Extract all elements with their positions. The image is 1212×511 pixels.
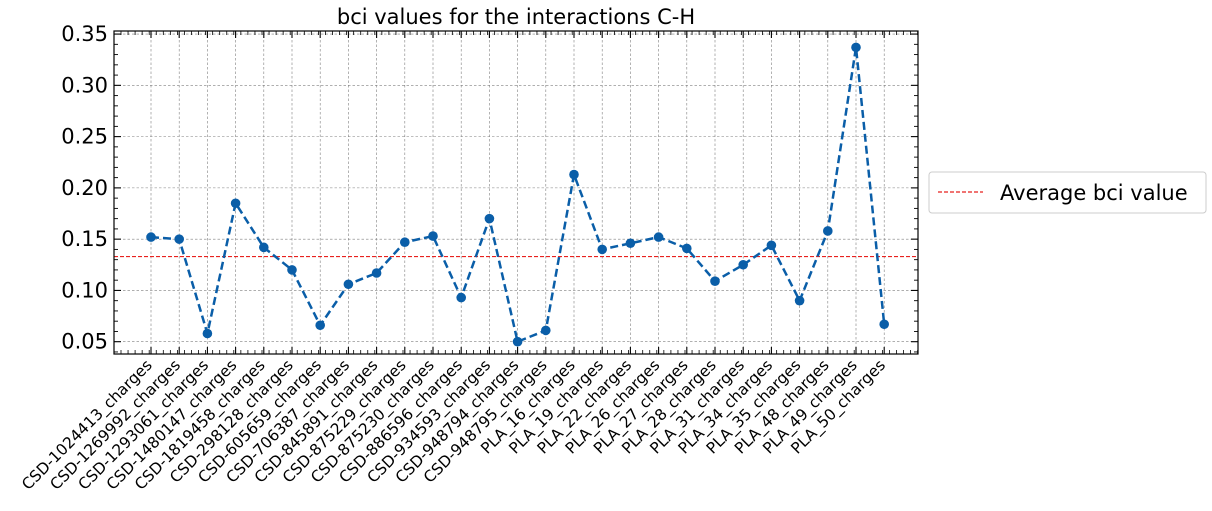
data-point (766, 240, 777, 251)
data-point (710, 276, 720, 286)
y-tick-label: 0.25 (61, 125, 108, 149)
legend-box (928, 171, 1207, 214)
data-point (230, 198, 241, 209)
legend-average-label: Average bci value (1000, 181, 1188, 205)
data-point (738, 259, 748, 270)
data-point (343, 279, 354, 290)
data-point (315, 320, 326, 331)
data-point (512, 336, 523, 347)
data-point (823, 226, 833, 236)
series-line (150, 47, 886, 344)
data-point (146, 232, 156, 242)
data-point (287, 265, 297, 275)
data-point (653, 232, 664, 242)
data-point (202, 328, 213, 339)
series-layer (146, 42, 889, 347)
data-point (625, 238, 636, 249)
data-point (174, 234, 184, 244)
data-point (456, 292, 467, 303)
data-point (428, 231, 438, 241)
data-point (484, 213, 495, 224)
data-point (851, 42, 861, 53)
data-point (400, 237, 410, 248)
data-point (371, 268, 382, 278)
axes: 0.050.100.150.200.250.300.35CSD-1024413_… (18, 22, 919, 494)
y-tick-label: 0.10 (61, 278, 108, 302)
legend: Average bci value (928, 171, 1207, 214)
data-point (259, 242, 269, 253)
data-point (597, 244, 607, 255)
y-tick-label: 0.35 (61, 22, 108, 46)
y-tick-label: 0.05 (61, 330, 108, 354)
y-tick-label: 0.30 (61, 73, 108, 97)
data-point (682, 243, 692, 254)
plot-frame (113, 30, 919, 355)
chart-title: bci values for the interactions C-H (337, 5, 695, 29)
y-tick-label: 0.15 (61, 227, 108, 251)
data-point (541, 325, 551, 336)
grid (114, 31, 918, 354)
data-point (794, 295, 805, 306)
data-point (569, 169, 579, 180)
data-point (879, 319, 889, 330)
y-tick-label: 0.20 (61, 176, 108, 200)
